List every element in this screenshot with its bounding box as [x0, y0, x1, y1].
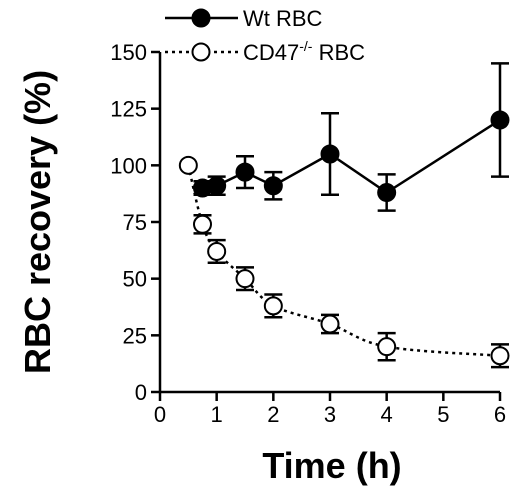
x-tick-label: 3	[324, 402, 336, 427]
data-point	[490, 346, 510, 366]
y-ticks: 0 25 50 75 100 125 150	[110, 40, 160, 405]
y-tick-label: 100	[110, 153, 147, 178]
legend-marker-cd47	[191, 42, 211, 62]
axes: 0 25 50 75 100 125 150 0 1 2 3 4 5 6	[110, 40, 506, 427]
y-tick-label: 50	[123, 267, 147, 292]
data-point	[178, 155, 198, 175]
data-point	[207, 241, 227, 261]
data-point	[263, 296, 283, 316]
legend-label-cd47: CD47-/- RBC	[243, 38, 365, 65]
y-axis-title: RBC recovery (%)	[17, 70, 58, 374]
x-tick-label: 2	[267, 402, 279, 427]
x-tick-label: 5	[437, 402, 449, 427]
series-line	[187, 165, 501, 357]
legend: Wt RBC CD47-/- RBC	[165, 6, 365, 65]
data-point	[320, 144, 340, 164]
y-tick-label: 125	[110, 97, 147, 122]
data-point	[193, 214, 212, 234]
data-point	[320, 314, 340, 334]
x-ticks: 0 1 2 3 4 5 6	[154, 392, 506, 427]
x-tick-label: 6	[494, 402, 506, 427]
data-point	[235, 162, 255, 182]
plot-area	[178, 62, 510, 369]
x-tick-label: 1	[211, 402, 223, 427]
legend-marker-wt	[191, 8, 211, 28]
y-tick-label: 75	[123, 210, 147, 235]
data-point	[263, 176, 283, 196]
x-tick-label: 0	[154, 402, 166, 427]
legend-label-wt: Wt RBC	[243, 6, 323, 31]
y-tick-label: 150	[110, 40, 147, 65]
series-0	[193, 62, 510, 212]
data-point	[490, 110, 510, 130]
data-point	[377, 183, 397, 203]
data-point	[235, 269, 255, 289]
y-tick-label: 25	[123, 323, 147, 348]
y-tick-label: 0	[135, 380, 147, 405]
series-1	[178, 155, 510, 369]
data-point	[377, 337, 397, 357]
x-axis-title: Time (h)	[262, 445, 401, 486]
data-point	[207, 176, 227, 196]
x-tick-label: 4	[381, 402, 393, 427]
